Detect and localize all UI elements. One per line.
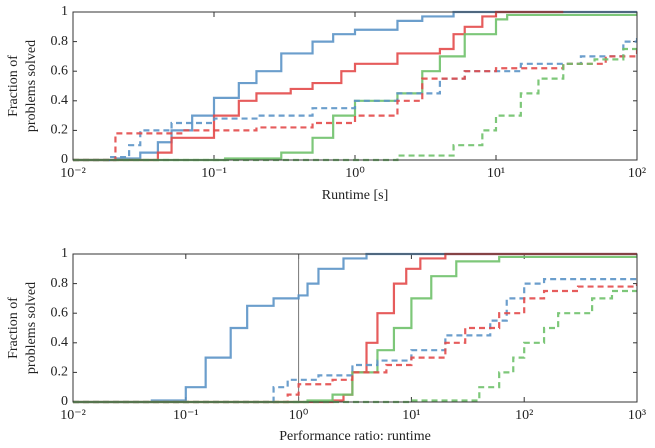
series-line <box>73 252 637 404</box>
x-tick-label: 10² <box>628 166 646 181</box>
series-group <box>73 10 637 162</box>
x-axis-label: Performance ratio: runtime <box>279 429 431 444</box>
y-tick-label: 1 <box>61 246 68 261</box>
series-line <box>73 44 637 162</box>
series-line <box>73 283 637 404</box>
series-group <box>73 252 637 404</box>
y-tick-label: 0.8 <box>51 34 69 49</box>
x-tick-label: 10⁻¹ <box>201 166 227 181</box>
y-tick-label: 0.6 <box>51 305 69 320</box>
x-tick-label: 10² <box>515 408 533 423</box>
x-tick-label: 10¹ <box>487 166 505 181</box>
x-tick-label: 10⁻² <box>60 166 86 181</box>
series-line <box>73 13 637 162</box>
series-line <box>73 10 564 162</box>
series-line <box>73 255 637 404</box>
y-axis-label: problems solved <box>24 40 39 132</box>
x-tick-label: 10⁰ <box>289 408 309 423</box>
plot-frame <box>72 253 638 403</box>
x-tick-label: 10³ <box>628 408 646 423</box>
x-axis-label: Runtime [s] <box>322 188 389 203</box>
x-tick-label: 10⁻¹ <box>173 408 199 423</box>
series-line <box>73 44 637 162</box>
y-tick-label: 0.4 <box>51 335 69 350</box>
y-axis-label: problems solved <box>24 282 39 374</box>
plot-frame <box>72 11 638 161</box>
y-tick-label: 0.6 <box>51 63 69 78</box>
y-tick-label: 0.2 <box>51 365 69 380</box>
series-line <box>73 10 637 162</box>
y-axis-label: Fraction of <box>6 297 21 359</box>
series-line <box>73 252 637 404</box>
x-tick-label: 10¹ <box>402 408 420 423</box>
series-line <box>73 286 637 404</box>
y-tick-label: 0.8 <box>51 276 69 291</box>
x-tick-label: 10⁻² <box>60 408 86 423</box>
y-tick-label: 0 <box>61 152 68 167</box>
series-line <box>73 278 637 404</box>
y-tick-label: 0.2 <box>51 123 69 138</box>
y-tick-label: 0.4 <box>51 93 69 108</box>
y-tick-label: 0 <box>61 394 68 409</box>
y-tick-label: 1 <box>61 4 68 19</box>
y-axis-label: Fraction of <box>6 55 21 117</box>
x-tick-label: 10⁰ <box>345 166 365 181</box>
